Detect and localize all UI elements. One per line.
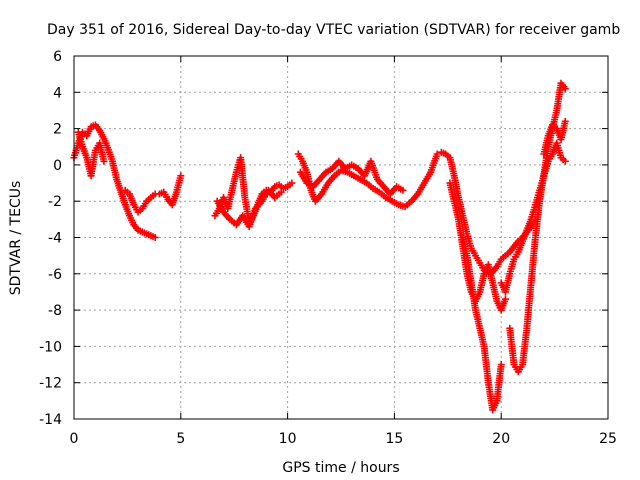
y-tick-label: 6 [53, 49, 62, 65]
data-point [497, 361, 505, 369]
axis-ticks: 0 5 10 15 20 25 -14 -12 -10 -8 -6 -4 -2 0 2 4 6 [39, 49, 617, 447]
series-arc-7 [296, 157, 407, 198]
y-tick-label: -2 [48, 194, 62, 210]
data-point [277, 188, 285, 196]
data-point [399, 186, 407, 194]
series-arc-8 [437, 148, 539, 278]
x-axis-label: GPS time / hours [282, 460, 399, 476]
data-point [100, 157, 108, 165]
data-point [177, 172, 185, 180]
y-tick-label: -14 [39, 412, 62, 428]
x-tick-label: 15 [385, 431, 403, 447]
series-arc-12 [497, 139, 569, 296]
series-arc-3 [121, 172, 185, 216]
series-arc-10 [459, 234, 505, 414]
series-arc-11 [506, 79, 569, 376]
y-tick-label: 2 [53, 122, 62, 138]
y-tick-label: 4 [53, 85, 62, 101]
y-tick-label: -10 [39, 339, 62, 355]
data-point [501, 295, 509, 303]
data-points [70, 79, 569, 414]
data-point [561, 85, 569, 93]
x-tick-label: 10 [279, 431, 297, 447]
y-tick-label: -6 [48, 267, 62, 283]
grid [74, 56, 608, 419]
data-point [151, 234, 159, 241]
series-arc-5 [213, 186, 285, 231]
series-arc-6 [294, 150, 441, 211]
data-point [288, 179, 296, 187]
chart-title: Day 351 of 2016, Sidereal Day-to-day VTE… [47, 22, 620, 38]
y-tick-label: -12 [39, 376, 62, 392]
y-axis-label: SDTVAR / TECUs [8, 181, 24, 296]
x-tick-label: 5 [176, 431, 185, 447]
x-tick-label: 20 [492, 431, 510, 447]
y-tick-label: -8 [48, 303, 62, 319]
data-point [561, 157, 569, 165]
y-tick-label: -4 [48, 231, 62, 247]
series-arc-2 [74, 128, 108, 180]
y-tick-label: 0 [53, 158, 62, 174]
series-arc-13 [540, 117, 569, 158]
series-arc-1 [70, 121, 159, 241]
x-tick-label: 0 [70, 431, 79, 447]
series-arc-9 [446, 179, 509, 314]
data-point [433, 150, 441, 158]
x-tick-label: 25 [599, 431, 617, 447]
data-point [561, 117, 569, 125]
